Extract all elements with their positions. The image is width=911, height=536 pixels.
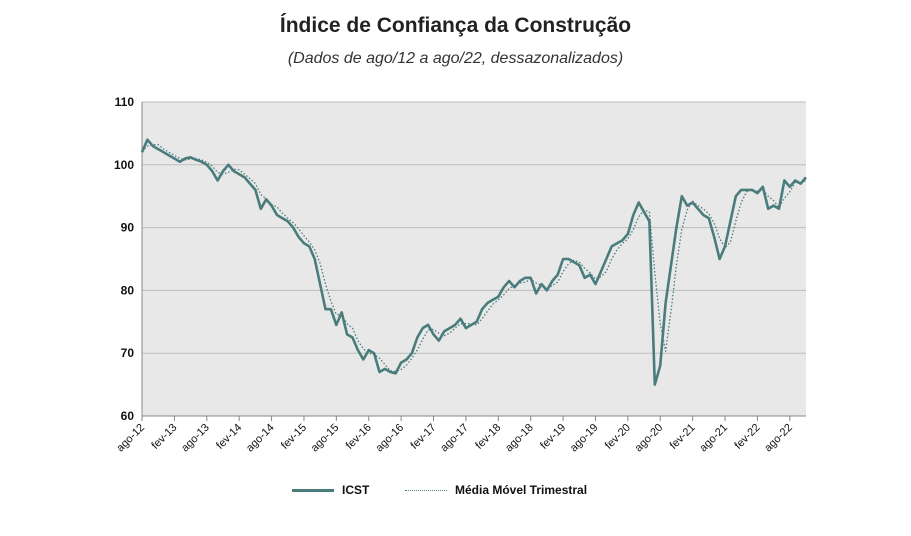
series-media-movel-line bbox=[141, 144, 807, 373]
x-tick-label: fev-20 bbox=[603, 422, 633, 452]
x-tick-label: fev-14 bbox=[214, 422, 244, 452]
series-icst-line bbox=[140, 138, 807, 386]
y-tick-label: 80 bbox=[121, 283, 135, 297]
y-tick-label: 60 bbox=[121, 409, 135, 423]
y-tick-label: 90 bbox=[121, 221, 135, 235]
x-tick-label: ago-21 bbox=[697, 422, 730, 455]
legend-item-icst: ICST bbox=[292, 483, 369, 497]
x-tick-label: fev-21 bbox=[668, 422, 698, 452]
x-axis: ago-12 fev-13 ago-13 fev-14 ago-14 fev-15 ago-… bbox=[114, 415, 806, 455]
x-tick-label: ago-22 bbox=[762, 422, 795, 455]
plot-area bbox=[142, 102, 806, 416]
x-tick-label: fev-22 bbox=[732, 422, 762, 452]
x-tick-label: fev-18 bbox=[473, 422, 503, 452]
chart-subtitle: (Dados de ago/12 a ago/22, dessazonaliza… bbox=[287, 50, 624, 67]
x-tick-label: fev-16 bbox=[344, 422, 374, 452]
x-tick-label: ago-17 bbox=[438, 422, 471, 455]
legend-swatch-dotted bbox=[405, 489, 447, 491]
y-tick-label: 110 bbox=[115, 95, 135, 109]
legend-label-media-movel: Média Móvel Trimestral bbox=[455, 483, 588, 497]
x-tick-label: ago-14 bbox=[244, 422, 277, 455]
y-axis: 60 70 80 90 100 110 bbox=[114, 95, 143, 423]
y-tick-label: 70 bbox=[121, 346, 135, 360]
x-tick-label: ago-19 bbox=[568, 422, 601, 455]
y-tick-label: 100 bbox=[114, 158, 134, 172]
x-tick-label: fev-15 bbox=[279, 422, 309, 452]
chart-title: Índice de Confiança da Construção bbox=[279, 14, 632, 37]
legend-swatch-solid bbox=[292, 488, 334, 492]
x-tick-label: ago-18 bbox=[503, 422, 536, 455]
x-tick-label: ago-15 bbox=[309, 422, 342, 455]
series-lines bbox=[140, 138, 807, 386]
x-tick-label: ago-12 bbox=[114, 422, 147, 455]
legend-label-icst: ICST bbox=[342, 483, 370, 497]
x-tick-label: fev-19 bbox=[538, 422, 568, 452]
x-tick-label: fev-17 bbox=[409, 422, 439, 452]
x-tick-label: ago-13 bbox=[179, 422, 212, 455]
legend-item-media-movel: Média Móvel Trimestral bbox=[405, 483, 587, 497]
legend: ICST Média Móvel Trimestral bbox=[0, 483, 911, 503]
x-tick-label: ago-16 bbox=[374, 422, 407, 455]
x-tick-label: ago-20 bbox=[633, 422, 666, 455]
x-tick-label: fev-13 bbox=[149, 422, 179, 452]
